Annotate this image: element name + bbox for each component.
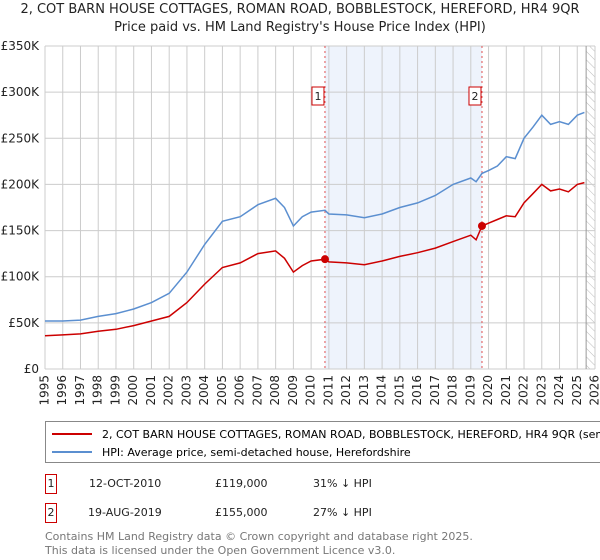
x-tick-label: 2006 <box>233 375 247 406</box>
sale-label: 1 <box>314 90 321 103</box>
sale-label: 2 <box>471 90 478 103</box>
footer-licence: This data is licensed under the Open Gov… <box>45 544 396 557</box>
x-tick-label: 2002 <box>162 375 176 406</box>
sale-point <box>477 221 486 230</box>
sale-price: £119,000 <box>215 477 268 490</box>
legend-item-hpi: HPI: Average price, semi-detached house,… <box>52 444 411 460</box>
red-line-swatch <box>52 433 92 435</box>
ownership-shaded-band <box>324 46 482 369</box>
y-tick-label: £300K <box>1 85 41 99</box>
legend-item-property: 2, COT BARN HOUSE COTTAGES, ROMAN ROAD, … <box>52 426 600 442</box>
x-tick-label: 2007 <box>250 375 264 406</box>
hpi-line <box>45 111 585 322</box>
blue-line-swatch <box>52 451 92 453</box>
x-tick-label: 1998 <box>91 375 105 406</box>
forecast-hatch <box>586 46 595 369</box>
sale-price: £155,000 <box>215 506 268 519</box>
sale-label-box <box>468 86 482 106</box>
y-tick-label: £350K <box>1 39 41 53</box>
y-tick-label: £0 <box>24 362 39 376</box>
x-tick-label: 2015 <box>392 375 406 406</box>
x-tick-label: 2003 <box>179 375 193 406</box>
sale-label-box <box>311 86 325 106</box>
sale-badge: 2 <box>45 503 57 523</box>
x-tick-label: 2001 <box>144 375 158 406</box>
y-tick-label: £150K <box>1 224 41 238</box>
legend: 2, COT BARN HOUSE COTTAGES, ROMAN ROAD, … <box>45 421 600 463</box>
x-tick-label: 2011 <box>321 375 335 406</box>
x-tick-label: 2013 <box>357 375 371 406</box>
x-tick-label: 2005 <box>215 375 229 406</box>
sale-date: 12-OCT-2010 <box>89 477 162 490</box>
x-tick-label: 2023 <box>534 375 548 406</box>
x-tick-label: 2020 <box>481 375 495 406</box>
x-tick-label: 2018 <box>446 375 460 406</box>
y-tick-label: £50K <box>8 316 40 330</box>
y-tick-label: £250K <box>1 131 41 145</box>
x-tick-label: 2009 <box>286 375 300 406</box>
sale-hpi-diff: 27% ↓ HPI <box>313 506 372 519</box>
x-tick-label: 2022 <box>517 375 531 406</box>
x-tick-label: 2008 <box>268 375 282 406</box>
x-tick-label: 2025 <box>570 375 584 406</box>
chart-subtitle: Price paid vs. HM Land Registry's House … <box>114 20 486 35</box>
x-tick-label: 2016 <box>410 375 424 406</box>
sale-hpi-diff: 31% ↓ HPI <box>313 477 372 490</box>
sale-point <box>320 255 329 264</box>
x-tick-label: 1996 <box>55 375 69 406</box>
x-tick-label: 2024 <box>552 375 566 406</box>
x-tick-label: 2010 <box>304 375 318 406</box>
chart-title: 2, COT BARN HOUSE COTTAGES, ROMAN ROAD, … <box>20 2 580 17</box>
x-tick-label: 2019 <box>463 375 477 406</box>
legend-label-hpi: HPI: Average price, semi-detached house,… <box>102 445 411 459</box>
sale-badge: 1 <box>45 474 57 494</box>
y-tick-label: £200K <box>1 177 41 191</box>
y-tick-label: £100K <box>1 270 41 284</box>
x-tick-label: 2017 <box>428 375 442 406</box>
x-tick-label: 1995 <box>38 375 52 406</box>
x-tick-label: 2014 <box>375 375 389 406</box>
x-tick-label: 2000 <box>126 375 140 406</box>
x-tick-label: 1997 <box>73 375 87 406</box>
x-tick-label: 2021 <box>499 375 513 406</box>
x-tick-label: 1999 <box>108 375 122 406</box>
x-tick-label: 2026 <box>588 375 600 406</box>
x-tick-label: 2004 <box>197 375 211 406</box>
legend-label-property: 2, COT BARN HOUSE COTTAGES, ROMAN ROAD, … <box>102 427 600 441</box>
x-tick-label: 2012 <box>339 375 353 406</box>
footer-copyright: Contains HM Land Registry data © Crown c… <box>45 530 473 543</box>
sale-date: 19-AUG-2019 <box>88 506 162 519</box>
property-price-line <box>44 181 585 337</box>
plot-area: 1995 1996 1997 1998 1999 2000 2001 2002 2003 2004… <box>1 39 600 406</box>
